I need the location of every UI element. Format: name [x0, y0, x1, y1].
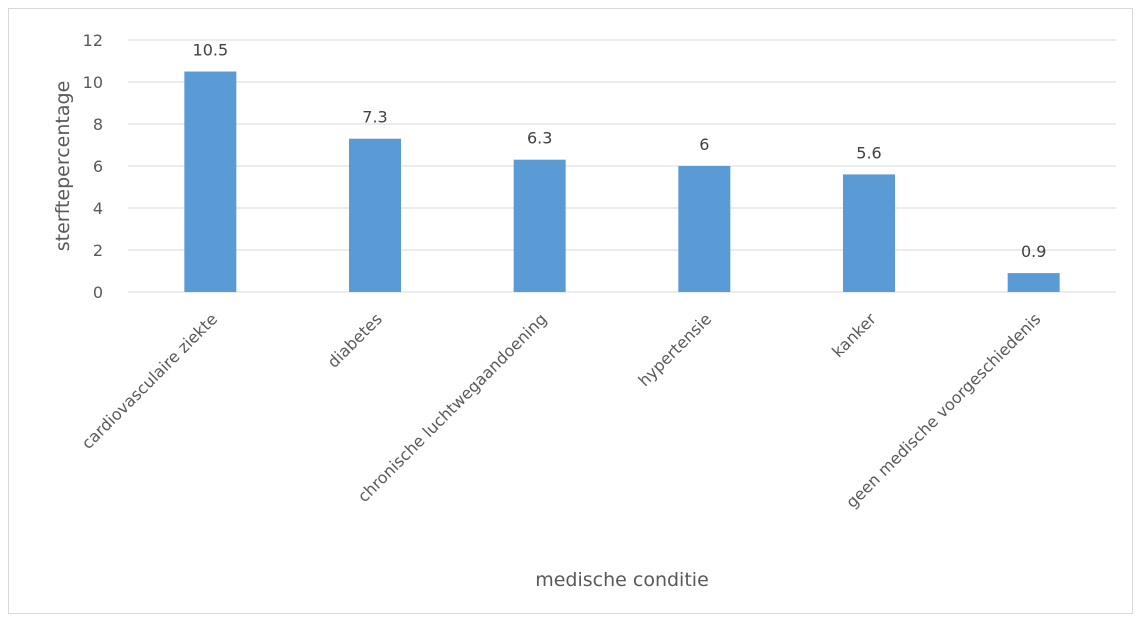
bar [513, 159, 566, 292]
bars [184, 71, 1060, 292]
x-category-label: kanker [828, 309, 880, 361]
x-category-label: chronische luchtwegaandoening [354, 309, 551, 506]
y-tick-label: 0 [93, 283, 103, 302]
y-tick-label: 12 [83, 31, 103, 50]
x-category-label: cardiovasculaire ziekte [78, 309, 221, 452]
bar [184, 71, 237, 292]
x-category-labels: cardiovasculaire ziekte diabeteschronisch… [78, 309, 1045, 512]
y-tick-label: 10 [83, 73, 103, 92]
x-category-label: geen medische voorgeschiedenis [842, 309, 1044, 511]
data-label: 6 [699, 135, 709, 154]
y-tick-label: 2 [93, 241, 103, 260]
y-tick-labels: 0 2 4 6 8 10 12 [83, 31, 103, 302]
y-tick-label: 4 [93, 199, 103, 218]
x-category-label: hypertensie [634, 309, 715, 390]
data-label: 6.3 [527, 129, 552, 148]
data-label: 7.3 [362, 108, 387, 127]
chart-frame [8, 8, 1133, 614]
data-label: 5.6 [856, 143, 881, 162]
bar [843, 174, 895, 292]
bar [1007, 273, 1060, 292]
data-labels: 10.5 7.3 6.3 6 5.6 0.9 [193, 41, 1047, 262]
y-tick-label: 6 [93, 157, 103, 176]
x-category-label: diabetes [324, 309, 386, 371]
bar [678, 166, 731, 292]
bar [349, 138, 401, 292]
data-label: 0.9 [1021, 242, 1046, 261]
data-label: 10.5 [193, 41, 229, 60]
y-axis-title: sterftepercentage [52, 81, 74, 252]
x-axis-title: medische conditie [535, 569, 709, 591]
y-tick-label: 8 [93, 115, 103, 134]
gridlines [128, 39, 1116, 293]
